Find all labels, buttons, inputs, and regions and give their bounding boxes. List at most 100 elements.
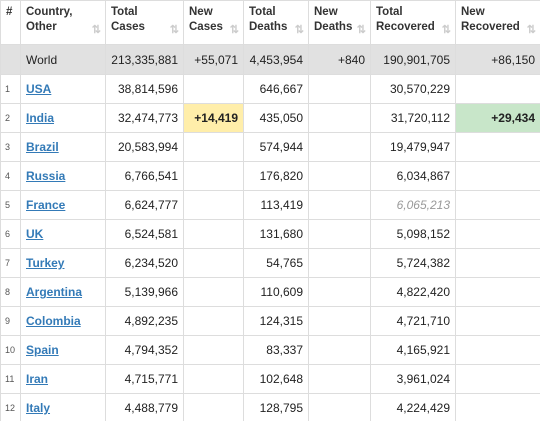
country-link[interactable]: Colombia [26, 314, 81, 328]
column-header[interactable]: Total Deaths [243, 0, 309, 45]
country-row: 5 France 6,624,777 113,419 6,065,213 [0, 190, 540, 220]
new-deaths-cell [308, 190, 371, 220]
country-link[interactable]: Brazil [26, 140, 59, 154]
country-cell: India [20, 103, 106, 133]
country-link[interactable]: Iran [26, 372, 49, 386]
new-deaths-cell [308, 335, 371, 365]
total-deaths-cell: 110,609 [243, 277, 309, 307]
new-cases-cell [183, 190, 244, 220]
country-link[interactable]: India [26, 111, 55, 125]
new-recovered-cell [455, 219, 540, 249]
rank-cell [0, 44, 21, 75]
new-recovered-cell [455, 190, 540, 220]
new-recovered-cell [455, 74, 540, 104]
country-link[interactable]: Argentina [26, 285, 83, 299]
total-recovered-cell: 6,065,213 [370, 190, 456, 220]
country-link[interactable]: Turkey [26, 256, 65, 270]
column-header[interactable]: Total Recovered [370, 0, 456, 45]
country-cell: USA [20, 74, 106, 104]
country-row: 12 Italy 4,488,779 128,795 4,224,429 [0, 393, 540, 421]
total-deaths-cell: 83,337 [243, 335, 309, 365]
country-cell: Colombia [20, 306, 106, 336]
new-cases-cell: +55,071 [183, 44, 244, 75]
country-row: 7 Turkey 6,234,520 54,765 5,724,382 [0, 248, 540, 278]
country-link[interactable]: UK [26, 227, 44, 241]
column-header[interactable]: New Cases [183, 0, 244, 45]
new-cases-cell [183, 132, 244, 162]
total-deaths-cell: 646,667 [243, 74, 309, 104]
column-header[interactable]: Total Cases [105, 0, 184, 45]
rank-cell: 6 [0, 219, 21, 249]
new-cases-cell [183, 277, 244, 307]
country-row: 10 Spain 4,794,352 83,337 4,165,921 [0, 335, 540, 365]
total-cases-cell: 4,488,779 [105, 393, 184, 421]
column-header[interactable]: # [0, 0, 21, 45]
new-recovered-cell [455, 132, 540, 162]
new-deaths-cell: +840 [308, 44, 371, 75]
rank-cell: 8 [0, 277, 21, 307]
country-cell: Argentina [20, 277, 106, 307]
column-header[interactable]: Country, Other [20, 0, 106, 45]
country-cell: Italy [20, 393, 106, 421]
total-cases-cell: 38,814,596 [105, 74, 184, 104]
rank-cell: 2 [0, 103, 21, 133]
rank-cell: 7 [0, 248, 21, 278]
country-row: 4 Russia 6,766,541 176,820 6,034,867 [0, 161, 540, 191]
new-cases-cell [183, 161, 244, 191]
new-cases-cell [183, 393, 244, 421]
country-link[interactable]: Spain [26, 343, 59, 357]
total-cases-cell: 4,715,771 [105, 364, 184, 394]
total-cases-cell: 4,892,235 [105, 306, 184, 336]
total-recovered-cell: 30,570,229 [370, 74, 456, 104]
column-header[interactable]: New Recovered [455, 0, 540, 45]
column-header[interactable]: New Deaths [308, 0, 371, 45]
total-deaths-cell: 176,820 [243, 161, 309, 191]
total-recovered-cell: 4,224,429 [370, 393, 456, 421]
rank-cell: 11 [0, 364, 21, 394]
rank-cell: 10 [0, 335, 21, 365]
country-link[interactable]: Russia [26, 169, 66, 183]
new-deaths-cell [308, 306, 371, 336]
new-deaths-cell [308, 103, 371, 133]
new-recovered-cell [455, 364, 540, 394]
total-cases-cell: 6,234,520 [105, 248, 184, 278]
total-deaths-cell: 102,648 [243, 364, 309, 394]
country-link[interactable]: USA [26, 82, 52, 96]
country-cell: Iran [20, 364, 106, 394]
total-deaths-cell: 128,795 [243, 393, 309, 421]
new-cases-cell [183, 306, 244, 336]
new-cases-cell [183, 248, 244, 278]
new-cases-cell [183, 219, 244, 249]
total-cases-cell: 20,583,994 [105, 132, 184, 162]
total-deaths-cell: 124,315 [243, 306, 309, 336]
new-cases-cell [183, 74, 244, 104]
country-cell: UK [20, 219, 106, 249]
country-link[interactable]: France [26, 198, 66, 212]
total-deaths-cell: 113,419 [243, 190, 309, 220]
total-recovered-cell: 4,165,921 [370, 335, 456, 365]
new-recovered-cell [455, 161, 540, 191]
new-recovered-cell [455, 335, 540, 365]
country-cell: France [20, 190, 106, 220]
country-row: 11 Iran 4,715,771 102,648 3,961,024 [0, 364, 540, 394]
total-deaths-cell: 574,944 [243, 132, 309, 162]
total-cases-cell: 213,335,881 [105, 44, 184, 75]
country-cell: Russia [20, 161, 106, 191]
rank-cell: 1 [0, 74, 21, 104]
total-recovered-cell: 5,724,382 [370, 248, 456, 278]
total-recovered-cell: 190,901,705 [370, 44, 456, 75]
country-row: 6 UK 6,524,581 131,680 5,098,152 [0, 219, 540, 249]
total-deaths-cell: 435,050 [243, 103, 309, 133]
total-deaths-cell: 131,680 [243, 219, 309, 249]
total-recovered-cell: 3,961,024 [370, 364, 456, 394]
country-link[interactable]: Italy [26, 401, 51, 415]
new-cases-cell: +14,419 [183, 103, 244, 133]
new-cases-cell [183, 364, 244, 394]
rank-cell: 4 [0, 161, 21, 191]
country-row: 1 USA 38,814,596 646,667 30,570,229 [0, 74, 540, 104]
total-cases-cell: 6,766,541 [105, 161, 184, 191]
country-row: 3 Brazil 20,583,994 574,944 19,479,947 [0, 132, 540, 162]
new-deaths-cell [308, 161, 371, 191]
new-deaths-cell [308, 132, 371, 162]
